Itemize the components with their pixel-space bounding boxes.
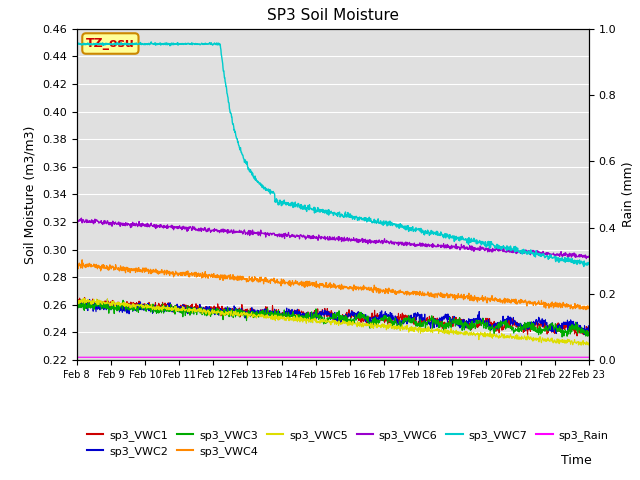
Text: Time: Time bbox=[561, 454, 591, 467]
Y-axis label: Soil Moisture (m3/m3): Soil Moisture (m3/m3) bbox=[24, 125, 36, 264]
Text: TZ_osu: TZ_osu bbox=[86, 37, 135, 50]
Y-axis label: Rain (mm): Rain (mm) bbox=[622, 162, 635, 227]
Title: SP3 Soil Moisture: SP3 Soil Moisture bbox=[267, 9, 399, 24]
Legend: sp3_VWC1, sp3_VWC2, sp3_VWC3, sp3_VWC4, sp3_VWC5, sp3_VWC6, sp3_VWC7, sp3_Rain: sp3_VWC1, sp3_VWC2, sp3_VWC3, sp3_VWC4, … bbox=[83, 425, 613, 461]
